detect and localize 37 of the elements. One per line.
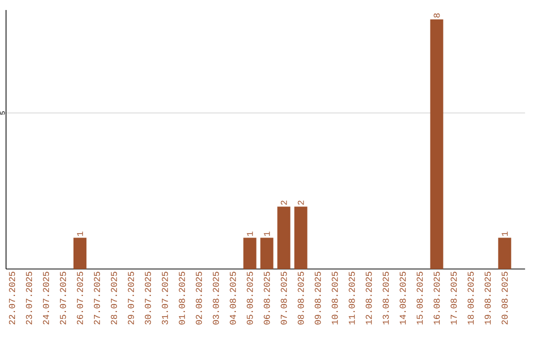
x-tick-label: 09.08.2025 — [314, 272, 321, 324]
x-tick-label: 12.08.2025 — [366, 272, 372, 324]
x-tick-label: 22.07.2025 — [8, 272, 16, 324]
x-tick-label: 11.08.2025 — [348, 272, 355, 324]
x-tick-label: 31.07.2025 — [162, 272, 168, 324]
data-label: 2 — [298, 200, 304, 205]
x-tick-label: 30.07.2025 — [144, 272, 151, 324]
data-label: 8 — [434, 13, 440, 18]
x-tick-label: 19.08.2025 — [484, 272, 491, 324]
x-tick-label: 08.08.2025 — [298, 272, 304, 324]
x-tick-label: 03.08.2025 — [212, 272, 219, 324]
data-label: 1 — [264, 232, 270, 236]
x-tick-label: 27.07.2025 — [94, 272, 100, 324]
x-tick-label: 14.08.2025 — [400, 272, 406, 324]
x-tick-label: 17.08.2025 — [450, 272, 457, 324]
x-tick-label: 10.08.2025 — [332, 272, 338, 324]
x-tick-label: 07.08.2025 — [280, 272, 287, 324]
x-tick-label: 15.08.2025 — [416, 272, 423, 324]
x-tick-label: 28.07.2025 — [110, 272, 117, 324]
data-label: 1 — [77, 232, 83, 236]
x-tick-label: 29.07.2025 — [128, 272, 134, 324]
data-label: 1 — [502, 232, 508, 236]
data-label: 1 — [246, 232, 253, 236]
x-tick-label: 01.08.2025 — [178, 272, 185, 324]
data-label: 2 — [280, 200, 287, 205]
x-tick-label: 06.08.2025 — [264, 272, 270, 324]
x-tick-label: 16.08.2025 — [434, 272, 440, 324]
x-tick-label: 05.08.2025 — [246, 272, 253, 324]
x-tick-label: 25.07.2025 — [60, 272, 66, 324]
x-tick-label: 18.08.2025 — [468, 272, 474, 324]
x-tick-label: 20.08.2025 — [502, 272, 508, 324]
x-tick-label: 23.07.2025 — [26, 272, 32, 324]
x-tick-label: 26.07.2025 — [76, 272, 84, 324]
x-tick-label: 04.08.2025 — [230, 272, 236, 324]
x-tick-label: 24.07.2025 — [42, 272, 50, 324]
x-tick-label: 13.08.2025 — [382, 272, 389, 324]
x-tick-label: 02.08.2025 — [196, 272, 202, 324]
